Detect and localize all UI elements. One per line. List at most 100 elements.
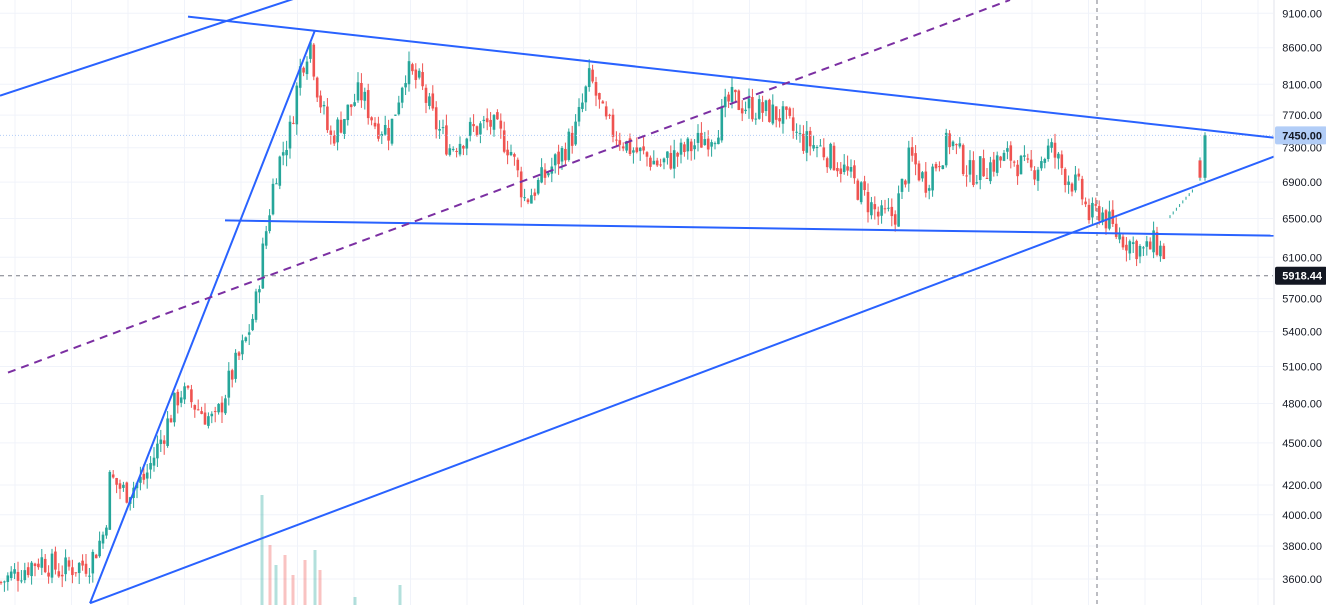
trendline[interactable] (89, 155, 1276, 605)
candle-down (778, 117, 781, 122)
price-tick-label: 5700.00 (1282, 294, 1322, 306)
candle-up (105, 527, 108, 536)
candle-down (203, 412, 207, 425)
candle-down (924, 171, 928, 193)
candle-down (485, 118, 489, 123)
candle-down (292, 122, 295, 124)
candle-down (489, 119, 492, 127)
candle-up (404, 83, 407, 88)
candle-up (927, 188, 931, 191)
candle-up (451, 148, 455, 150)
candle-up (723, 96, 727, 108)
candle-up (149, 463, 152, 470)
candle-up (553, 154, 557, 166)
candle-up (815, 146, 819, 149)
candle-up (577, 107, 581, 122)
candle-up (40, 557, 44, 568)
trendline[interactable] (0, 0, 310, 97)
candle-up (261, 243, 265, 289)
candle-up (686, 138, 690, 152)
candle-down (846, 166, 849, 171)
candle-down (621, 146, 625, 149)
candle-down (774, 106, 778, 120)
price-axis[interactable]: 9100.00 8600.00 8100.00 7700.00 7300.00 6900.… (1273, 0, 1326, 605)
trendline[interactable] (224, 219, 1276, 237)
candle-down (982, 158, 985, 177)
drawing-layer[interactable] (0, 0, 1276, 605)
candle-down (516, 159, 520, 171)
candle-down (1016, 164, 1019, 177)
candle-down (557, 151, 560, 165)
candle-down (366, 90, 370, 119)
candle-down (200, 411, 203, 414)
candle-up (356, 82, 360, 101)
candle-down (84, 563, 88, 574)
trendline[interactable] (187, 15, 1276, 139)
candle-down (618, 140, 622, 145)
candle-down (791, 117, 795, 131)
candle-up (1046, 145, 1050, 160)
candle-down (601, 101, 605, 104)
candle-up (241, 340, 244, 355)
candle-up (584, 86, 588, 103)
candle-down (111, 474, 115, 478)
candle-up (819, 145, 822, 147)
candle-down (832, 145, 836, 171)
price-tick-label: 4000.00 (1282, 510, 1322, 522)
candle-down (700, 132, 703, 148)
candle-up (251, 318, 254, 331)
candle-up (859, 182, 863, 203)
candle-up (91, 551, 95, 574)
candle-down (496, 112, 499, 120)
candle-down (94, 554, 98, 559)
candle-up (978, 156, 982, 181)
candle-up (1091, 202, 1094, 218)
candle-down (938, 166, 941, 168)
candle-down (186, 385, 190, 388)
volume-bar (260, 495, 264, 605)
current-price-label: 7450.00 (1282, 130, 1322, 142)
candle-down (1094, 204, 1098, 206)
candle-up (1006, 148, 1009, 152)
candle-down (1053, 142, 1057, 158)
candle-up (417, 70, 421, 78)
candle-down (26, 567, 30, 576)
candle-up (1050, 142, 1053, 148)
candle-down (1026, 158, 1030, 160)
candle-down (961, 145, 965, 175)
candle-down (604, 106, 608, 117)
candle-down (689, 141, 693, 152)
candle-down (934, 164, 938, 169)
candle-up (13, 569, 16, 574)
candle-up (730, 86, 734, 102)
candle-up (210, 413, 214, 417)
candle-layer (0, 41, 1207, 592)
candle-up (720, 106, 724, 141)
candle-up (309, 42, 312, 59)
dashed-trendline[interactable] (7, 0, 1011, 374)
candle-up (278, 156, 282, 186)
candle-down (655, 160, 659, 166)
candle-up (652, 160, 656, 165)
candle-down (47, 572, 50, 577)
price-tick-label: 4500.00 (1282, 438, 1322, 450)
trendline[interactable] (89, 29, 316, 604)
candle-up (390, 118, 394, 144)
candle-down (360, 83, 363, 101)
candle-up (1043, 159, 1047, 163)
volume-bar (313, 550, 317, 605)
price-tick-label: 6900.00 (1282, 177, 1322, 189)
candle-up (625, 141, 628, 151)
candle-up (101, 534, 105, 544)
candle-down (825, 158, 829, 168)
candle-up (672, 150, 676, 169)
candle-up (254, 291, 258, 320)
candle-up (247, 332, 251, 335)
candle-down (1009, 145, 1013, 161)
candle-up (64, 557, 67, 575)
candle-down (326, 106, 329, 131)
candle-up (428, 96, 431, 106)
candle-down (533, 192, 537, 196)
